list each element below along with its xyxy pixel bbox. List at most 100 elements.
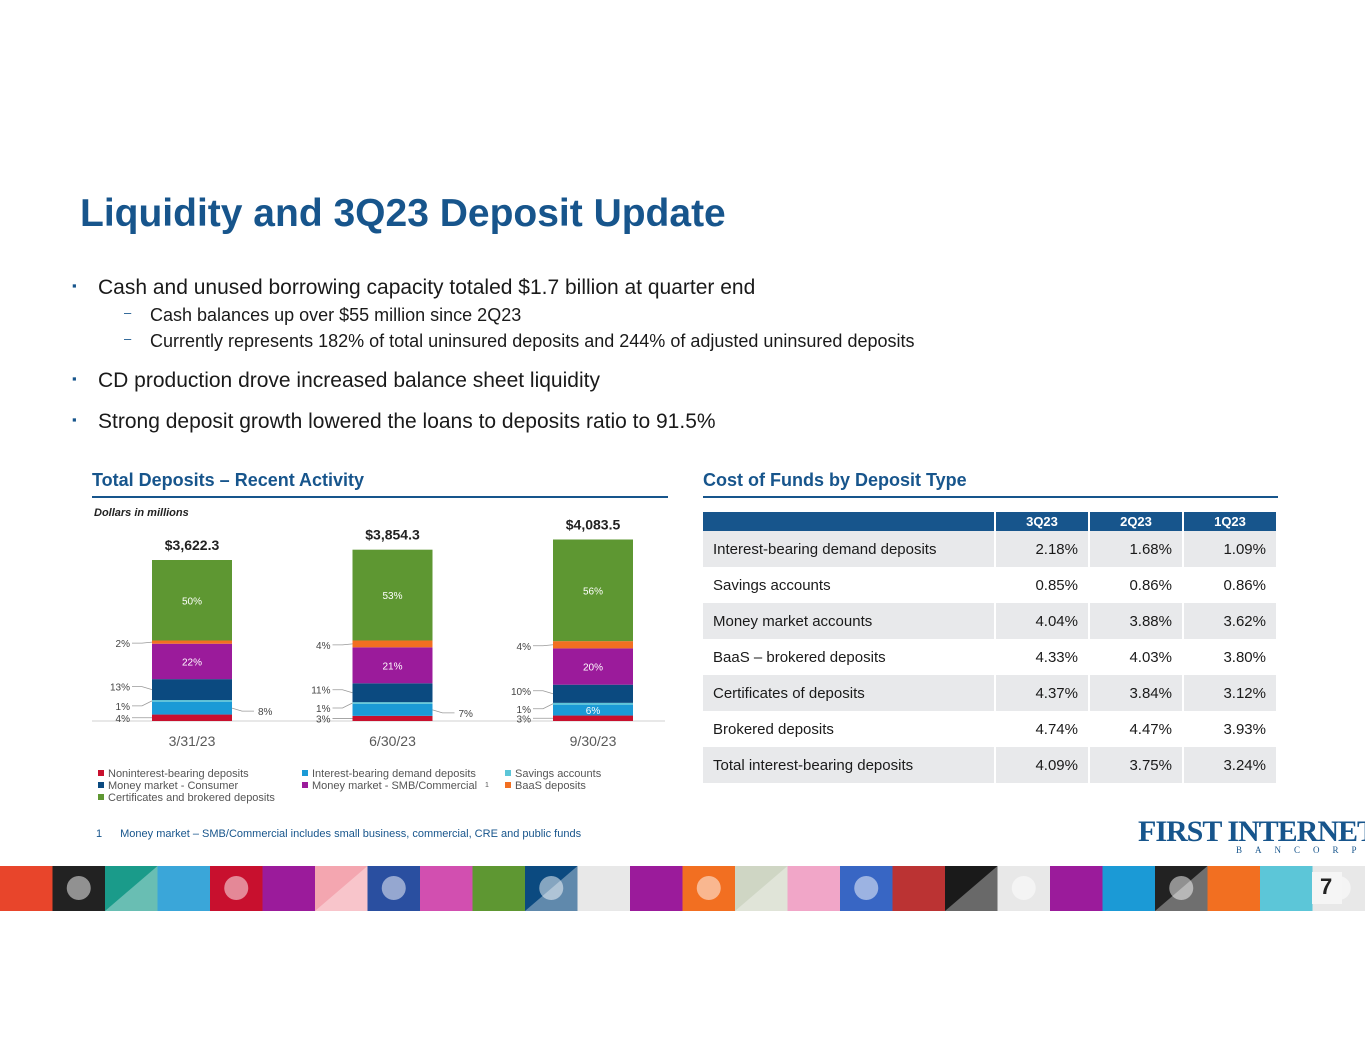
chart-heading: Total Deposits – Recent Activity [92,470,365,490]
data-label: 1% [517,705,532,716]
footnote-marker: 1 [96,828,103,840]
strip-triangle [1155,866,1208,911]
row-label: Total interest-bearing deposits [703,747,995,783]
x-tick-label: 6/30/23 [369,733,416,749]
total-label: $3,622.3 [165,537,220,553]
x-tick-label: 9/30/23 [570,733,617,749]
cost-table: 3Q23 2Q23 1Q23 Interest-bearing demand dep… [703,512,1276,783]
data-label: 4% [517,642,532,653]
legend-label: BaaS deposits [515,780,586,792]
strip-block [0,866,53,911]
table-row: Money market accounts 4.04% 3.88% 3.62% [703,603,1276,639]
sub-bullet-marker: – [124,305,132,320]
legend-label: Certificates and brokered deposits [108,792,275,804]
legend-label: Savings accounts [515,768,602,780]
bar-segment [152,640,232,644]
bullet: ▪ CD production drove increased balance s… [72,369,1172,393]
page-number-bg [1312,872,1342,904]
leader-line [132,700,153,707]
leader-line [332,643,353,646]
header-blank [703,512,995,531]
cell: 3.12% [1182,675,1276,711]
data-label: 11% [311,686,330,697]
cell: 3.84% [1088,675,1183,711]
cell: 4.04% [994,603,1089,639]
cell: 3.75% [1088,747,1183,783]
cell: 1.68% [1088,531,1183,567]
total-label: $4,083.5 [566,517,621,533]
data-label: 4% [116,714,131,725]
data-label: 1% [316,704,331,715]
legend-label: Money market - Consumer [108,780,239,792]
legend-swatch [302,770,308,776]
legend-swatch [98,782,104,788]
footnote-text: Money market – SMB/Commercial includes s… [120,828,582,840]
cell: 3.62% [1182,603,1276,639]
strip-dot [224,876,249,900]
strip-block [892,866,946,911]
bar-segment [553,641,633,649]
bar-segment [152,643,232,680]
strip-block [105,866,158,911]
data-label: 8% [258,707,273,718]
chart-subtitle: Dollars in millions [94,507,189,519]
row-label: BaaS – brokered deposits [713,648,886,666]
data-label: 20% [583,663,603,674]
data-label: 53% [382,591,402,602]
strip-dot [66,876,91,900]
data-label: 56% [583,586,603,597]
strip-triangle [105,866,158,911]
slide-title: Liquidity and 3Q23 Deposit Update [80,192,726,235]
leader-line [332,689,353,694]
sub-bullet-text: Currently represents 182% of total unins… [150,331,915,351]
data-label: 21% [382,661,402,672]
logo: FIRST INTERNET BANCORP [1138,815,1365,855]
logo-name: FIRST INTERNET [1138,815,1365,848]
leader-line [231,707,254,712]
row-label: Interest-bearing demand deposits [703,531,995,567]
leader-line [533,644,554,647]
strip-block [472,866,526,911]
sub-bullet-marker: – [124,331,132,346]
cell: 4.03% [1088,639,1183,675]
bar-segment [152,679,232,701]
data-label: 13% [110,683,130,694]
cell: 3.88% [1088,603,1183,639]
row-label: Savings accounts [713,576,831,594]
table-heading: Cost of Funds by Deposit Type [703,470,967,490]
data-label: 7% [459,709,474,720]
row-label: Certificates of deposits [703,675,995,711]
table-row: Total interest-bearing deposits 4.09% 3.75… [703,747,1276,783]
data-label: 1% [116,702,131,713]
bar-segment [553,684,633,703]
strip-dot [1011,876,1036,900]
legend-label: Interest-bearing demand deposits [312,768,476,780]
legend-swatch [302,782,308,788]
table-row: Certificates of deposits 4.37% 3.84% 3.12% [703,675,1276,711]
table-row: Brokered deposits 4.74% 4.47% 3.93% [703,711,1276,747]
sub-bullet: – Cash balances up over $55 million since… [98,305,1172,326]
total-label: $3,854.3 [365,527,420,543]
strip-dot [696,876,721,900]
bar-segment [553,648,633,685]
cell: 4.74% [994,711,1089,747]
bar-segment [352,640,433,648]
legend-swatch [98,770,104,776]
cell: 0.85% [994,567,1089,603]
cell: 2.18% [994,531,1089,567]
column-header: 1Q23 [1182,512,1276,531]
cell: 1.09% [1182,531,1276,567]
sub-bullet-text: Cash balances up over $55 million since … [150,305,522,325]
strip-block [157,866,211,911]
bar-segment [352,647,433,684]
strip-triangle [315,866,368,911]
strip-block [735,866,788,911]
strip-block [1050,866,1103,911]
bar-segment [553,704,633,716]
legend-note: 1 [485,782,489,789]
data-label: 2% [116,639,131,650]
data-label: 22% [182,657,202,668]
bar-segment [352,715,433,721]
strip-triangle [525,866,578,911]
bar-segment [553,715,633,721]
